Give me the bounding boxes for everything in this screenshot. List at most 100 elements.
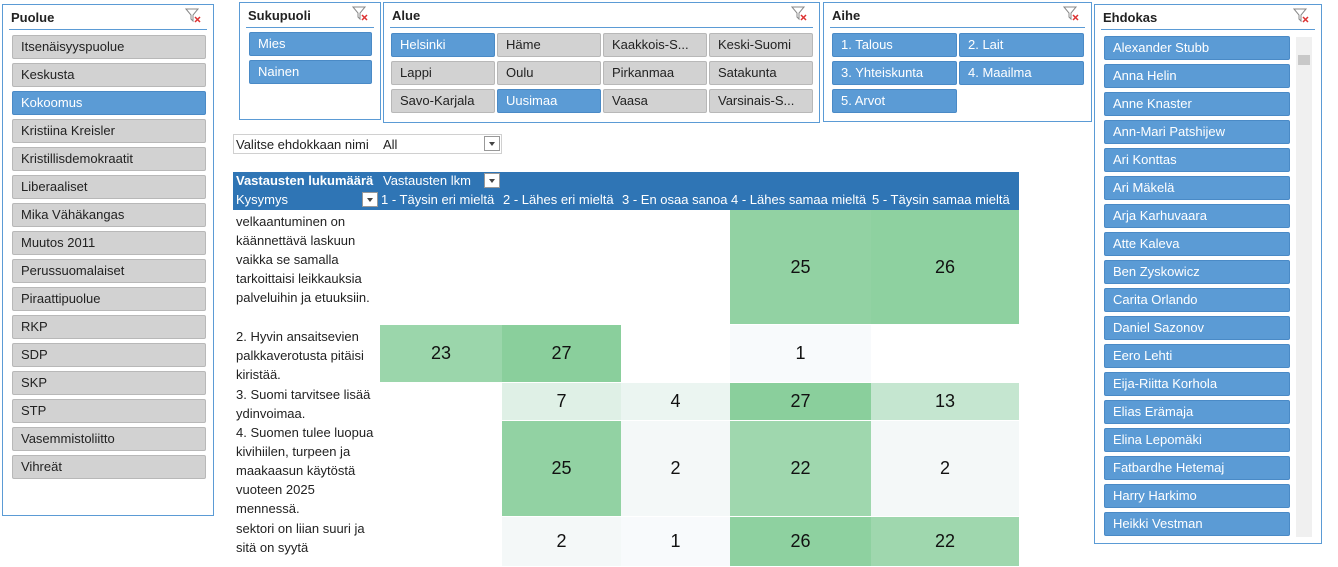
slicer-item[interactable]: Itsenäisyyspuolue (12, 35, 206, 59)
clear-filter-icon[interactable] (1293, 8, 1309, 24)
slicer-item[interactable]: Liberaaliset (12, 175, 206, 199)
slicer-item[interactable]: Muutos 2011 (12, 231, 206, 255)
pivot-cell: 25 (730, 210, 871, 325)
slicer-item[interactable]: Nainen (249, 60, 372, 84)
slicer-item[interactable]: 1. Talous (832, 33, 957, 57)
column-header: 4 - Lähes samaa mieltä (730, 191, 871, 209)
slicer-header-line (830, 27, 1085, 28)
slicer-item[interactable]: Kristiina Kreisler (12, 119, 206, 143)
slicer-item[interactable]: Ben Zyskowicz (1104, 260, 1290, 284)
pivot-cell: 22 (871, 517, 1019, 567)
slicer-item[interactable]: Uusimaa (497, 89, 601, 113)
slicer-item[interactable]: 3. Yhteiskunta (832, 61, 957, 85)
slicer-item[interactable]: STP (12, 399, 206, 423)
clear-filter-icon[interactable] (1063, 6, 1079, 22)
column-header: 5 - Täysin samaa mieltä (871, 191, 1019, 209)
slicer: Ehdokas Alexander Stubb Anna Helin Anne Kna… (1094, 4, 1322, 544)
slicer-item[interactable]: Helsinki (391, 33, 495, 57)
dropdown-arrow (489, 179, 495, 183)
slicer-item[interactable]: Ari Mäkelä (1104, 176, 1290, 200)
slicer: Puolue Itsenäisyyspuolue Keskusta Kokoomus K… (2, 4, 214, 516)
slicer-item[interactable]: Kaakkois-S... (603, 33, 707, 57)
values-header: Vastausten lkm (380, 172, 484, 190)
slicer-item[interactable]: Vaasa (603, 89, 707, 113)
slicer: Alue Helsinki Häme Kaakkois-S... Keski-Suomi… (383, 2, 820, 123)
slicer-title: Sukupuoli (248, 8, 311, 23)
slicer-item[interactable]: Fatbardhe Hetemaj (1104, 456, 1290, 480)
pivot-cell (871, 325, 1019, 383)
pivot-cell: 23 (380, 325, 502, 383)
row-label: 2. Hyvin ansaitsevien palkkaverotusta pi… (236, 329, 364, 382)
pivot-cell: 2 (621, 421, 730, 517)
pivot-corner: Vastausten lukumäärä (233, 172, 380, 190)
slicer-item[interactable]: Eero Lehti (1104, 344, 1290, 368)
slicer-item[interactable]: Pirkanmaa (603, 61, 707, 85)
slicer-item[interactable]: Lappi (391, 61, 495, 85)
clear-filter-icon[interactable] (352, 6, 368, 22)
slicer-item[interactable]: Varsinais-S... (709, 89, 813, 113)
row-label: 4. Suomen tulee luopua kivihiilen, turpe… (236, 425, 374, 516)
slicer-item[interactable]: SDP (12, 343, 206, 367)
slicer-item[interactable]: Keski-Suomi (709, 33, 813, 57)
slicer-header-line (1101, 29, 1315, 30)
slicer: Aihe 1. Talous 2. Lait 3. Yhteiskunta 4. Maa… (823, 2, 1092, 122)
pivot-cell (380, 517, 502, 567)
pivot-cell: 2 (502, 517, 621, 567)
slicer-item[interactable]: Kristillisdemokraatit (12, 147, 206, 171)
slicer-item[interactable]: Atte Kaleva (1104, 232, 1290, 256)
filter-value: All (383, 137, 398, 152)
scrollbar[interactable] (1296, 37, 1312, 537)
slicer-item[interactable]: Kokoomus (12, 91, 206, 115)
column-header: 2 - Lähes eri mieltä (502, 191, 621, 209)
slicer-item[interactable]: Elias Erämaja (1104, 400, 1290, 424)
slicer-item[interactable]: Vihreät (12, 455, 206, 479)
slicer-header-line (246, 27, 374, 28)
scrollbar-thumb[interactable] (1298, 55, 1310, 65)
slicer-item[interactable]: Harry Harkimo (1104, 484, 1290, 508)
slicer-item[interactable]: Oulu (497, 61, 601, 85)
slicer-item[interactable]: Vasemmistoliitto (12, 427, 206, 451)
row-dropdown[interactable] (362, 192, 378, 207)
pivot-cell: 4 (621, 383, 730, 421)
slicer-item[interactable]: Carita Orlando (1104, 288, 1290, 312)
row-header: Kysymys (233, 191, 360, 209)
slicer: Sukupuoli Mies Nainen (239, 2, 381, 120)
slicer-item[interactable]: Elina Lepomäki (1104, 428, 1290, 452)
slicer-item[interactable]: Ann-Mari Patshijew (1104, 120, 1290, 144)
clear-filter-icon[interactable] (791, 6, 807, 22)
column-header: 1 - Täysin eri mieltä (380, 191, 502, 209)
slicer-item[interactable]: Satakunta (709, 61, 813, 85)
slicer-item[interactable]: Savo-Karjala (391, 89, 495, 113)
slicer-item[interactable]: Keskusta (12, 63, 206, 87)
slicer-item[interactable]: Piraattipuolue (12, 287, 206, 311)
filter-dropdown[interactable] (484, 136, 500, 151)
slicer-item[interactable]: Anna Helin (1104, 64, 1290, 88)
slicer-item[interactable]: Alexander Stubb (1104, 36, 1290, 60)
slicer-item[interactable]: Heikki Vestman (1104, 512, 1290, 536)
slicer-item[interactable]: Eija-Riitta Korhola (1104, 372, 1290, 396)
slicer-item[interactable]: SKP (12, 371, 206, 395)
clear-filter-icon[interactable] (185, 8, 201, 24)
filter-box: Valitse ehdokkaan nimi All (233, 134, 502, 154)
slicer-item[interactable]: Daniel Sazonov (1104, 316, 1290, 340)
slicer-item[interactable]: Mies (249, 32, 372, 56)
values-dropdown[interactable] (484, 173, 500, 188)
slicer-header-line (9, 29, 207, 30)
slicer-item[interactable]: Häme (497, 33, 601, 57)
slicer-item[interactable]: 4. Maailma (959, 61, 1084, 85)
pivot-cell (380, 210, 502, 325)
slicer-item[interactable]: 2. Lait (959, 33, 1084, 57)
slicer-item[interactable]: RKP (12, 315, 206, 339)
slicer-item[interactable]: 5. Arvot (832, 89, 957, 113)
slicer-item[interactable]: Mika Vähäkangas (12, 203, 206, 227)
pivot-cell (380, 383, 502, 421)
slicer-item[interactable]: Anne Knaster (1104, 92, 1290, 116)
slicer-item[interactable]: Arja Karhuvaara (1104, 204, 1290, 228)
slicer-item[interactable]: Perussuomalaiset (12, 259, 206, 283)
pivot-cell (502, 210, 621, 325)
pivot-cell: 7 (502, 383, 621, 421)
slicer-item[interactable]: Ari Konttas (1104, 148, 1290, 172)
pivot-cell: 26 (871, 210, 1019, 325)
dropdown-arrow (489, 142, 495, 146)
